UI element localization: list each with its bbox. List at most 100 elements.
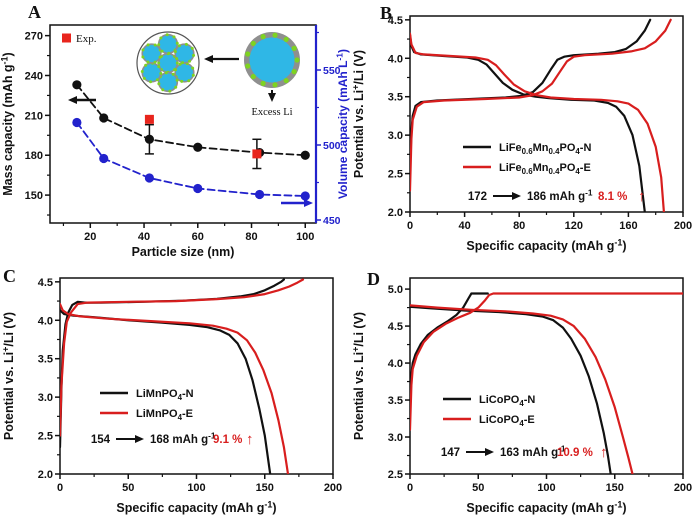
series-LiCoPO4-E-discharge — [410, 304, 634, 474]
y-tick-label: 5.0 — [388, 284, 403, 296]
panel-d-label: D — [367, 269, 380, 289]
y-tick-label: 3.5 — [388, 92, 403, 104]
series-lines — [60, 278, 305, 474]
x-tick-label: 0 — [407, 220, 413, 232]
y-tick-label: 3.0 — [388, 130, 403, 142]
mass-axis-arrow-left-icon — [68, 96, 96, 104]
excess-li-label: Excess Li — [251, 107, 292, 118]
x-axis-title: Specific capacity (mAh g-1) — [466, 499, 626, 515]
x-tick-label: 50 — [472, 482, 484, 494]
capacity-gain-pct: 10.9 % — [557, 447, 593, 459]
arrow-left-icon — [204, 55, 239, 63]
capacity-annotation: 154 168 mAh g-19.1 % ↑ — [91, 431, 254, 448]
y-axis-title: Potential vs. Li+/Li (V) — [350, 50, 366, 178]
series-lines — [76, 83, 307, 197]
legend-label: LiMnPO4-E — [136, 408, 193, 422]
x-tick-label: 20 — [84, 231, 96, 243]
panel-b-chart: 0 40 80 120 160 200 Specific capacity (mAh g-1… — [350, 0, 700, 263]
y-tick-label: 3.5 — [388, 395, 403, 407]
series-LiMnPO4-E-discharge — [60, 303, 290, 474]
x-tick-label: 40 — [458, 220, 470, 232]
arrow-right-icon — [493, 192, 521, 200]
arrow-down-icon — [268, 90, 276, 102]
y-tick-label: 180 — [25, 150, 43, 162]
x-tick-label: 200 — [674, 220, 692, 232]
capacity-after: 168 mAh g-1 — [150, 431, 216, 446]
series-mass-capacity-model — [76, 83, 307, 157]
panel-d: 0 50 100 150 200 Specific capacity (mAh g-1) 2… — [350, 262, 700, 525]
series-volume-capacity-model — [76, 121, 307, 197]
legend: Exp. — [62, 33, 97, 45]
panel-d-chart: 0 50 100 150 200 Specific capacity (mAh g-1) 2… — [350, 262, 700, 525]
y-axis-title: Mass capacity (mAh g-1) — [0, 52, 15, 195]
capacity-gain-pct: 9.1 % — [213, 434, 242, 446]
x-tick-label: 50 — [122, 482, 134, 494]
y-tick-label: 2.5 — [388, 169, 403, 181]
plot-frame — [49, 24, 318, 224]
legend: LiMnPO4-N LiMnPO4-E — [100, 388, 194, 422]
x-tick-label: 100 — [537, 482, 555, 494]
y-tick-label: 3.0 — [38, 392, 53, 404]
x-tick-label: 100 — [296, 231, 314, 243]
particle-inset: Excess Li — [136, 31, 300, 118]
series-LiFe0.6Mn0.4PO4-N-charge — [410, 18, 652, 171]
x-tick-label: 200 — [674, 482, 692, 494]
capacity-annotation: 147 163 mAh g-110.9 % ↑ — [441, 444, 608, 461]
panel-a-chart: 20 40 60 80 100 Particle size (nm) 150 180 210 24… — [0, 0, 350, 263]
y-tick-label: 270 — [25, 31, 43, 43]
x-tick-label: 160 — [619, 220, 637, 232]
y-tick-label: 2.0 — [388, 207, 403, 219]
y-axis: 2.0 2.5 3.0 3.5 4.0 4.5 Potential vs. Li+/Li (… — [350, 15, 410, 219]
series-LiCoPO4-N-charge — [410, 292, 489, 416]
capacity-annotation: 172 186 mAh g-1 8.1 % ↑ — [468, 188, 646, 205]
series-LiCoPO4-E-charge — [410, 292, 683, 431]
x-tick-label: 60 — [192, 231, 204, 243]
y-tick-label: 2.0 — [38, 469, 53, 481]
arrow-up-icon: ↑ — [246, 431, 254, 448]
x-axis: 0 50 100 150 200 Specific capacity (mAh g-1) — [57, 474, 342, 515]
panel-b-label: B — [380, 3, 393, 23]
y-tick-label: 2.5 — [388, 469, 403, 481]
panel-a-label: A — [28, 2, 41, 22]
legend: LiFe0.6Mn0.4PO4-N LiFe0.6Mn0.4PO4-E — [463, 142, 591, 176]
y-tick-label: 240 — [25, 70, 43, 82]
series-LiFe0.6Mn0.4PO4-E-charge — [410, 18, 672, 192]
panel-c-label: C — [3, 266, 16, 286]
x-axis: 0 50 100 150 200 Specific capacity (mAh g-1) — [407, 474, 692, 515]
panel-c: 0 50 100 150 200 Specific capacity (mAh g-1) 2… — [0, 262, 350, 525]
series-LiFe0.6Mn0.4PO4-E-discharge — [410, 32, 665, 212]
x-axis: 20 40 60 80 100 Particle size (nm) — [62, 223, 314, 259]
capacity-before: 154 — [91, 434, 111, 446]
x-tick-label: 120 — [565, 220, 583, 232]
x-tick-label: 0 — [407, 482, 413, 494]
y-tick-label: 210 — [25, 110, 43, 122]
series-lines — [410, 18, 672, 212]
y-axis: 2.5 3.0 3.5 4.0 4.5 5.0 Potential vs. Li+/Li (… — [350, 284, 410, 481]
x-tick-label: 150 — [606, 482, 624, 494]
capacity-before: 147 — [441, 447, 460, 459]
series-lines — [410, 292, 683, 474]
volume-axis-arrow-right-icon — [281, 199, 313, 207]
y-tick-label: 150 — [25, 190, 43, 202]
y-tick-label: 4.0 — [388, 358, 403, 370]
series-LiMnPO4-E-charge — [60, 278, 305, 437]
panel-a: 20 40 60 80 100 Particle size (nm) 150 180 210 24… — [0, 0, 350, 263]
capacity-after: 163 mAh g-1 — [500, 444, 566, 459]
x-tick-label: 80 — [245, 231, 257, 243]
capacity-after: 186 mAh g-1 — [527, 188, 593, 203]
legend-label: LiFe0.6Mn0.4PO4-E — [499, 162, 591, 176]
y-axis-title: Potential vs. Li+/Li (V) — [0, 312, 16, 440]
legend-label: LiCoPO4-E — [479, 414, 535, 428]
y-axis: 150 180 210 240 270 Mass capacity (mAh g-1) — [0, 31, 50, 216]
x-tick-label: 150 — [256, 482, 274, 494]
y-tick-label: 4.0 — [388, 53, 403, 65]
y2-tick-label: 450 — [323, 215, 341, 227]
legend: LiCoPO4-N LiCoPO4-E — [443, 394, 535, 428]
y-tick-label: 4.5 — [388, 15, 403, 27]
panel-c-chart: 0 50 100 150 200 Specific capacity (mAh g-1) 2… — [0, 262, 350, 525]
legend-label: LiMnPO4-N — [136, 388, 194, 402]
x-axis: 0 40 80 120 160 200 Specific capacity (mAh g-1… — [407, 212, 692, 253]
y2-axis-title: Volume capacity (mAh L-1) — [334, 49, 350, 199]
capacity-gain-pct: 8.1 % — [598, 191, 627, 203]
